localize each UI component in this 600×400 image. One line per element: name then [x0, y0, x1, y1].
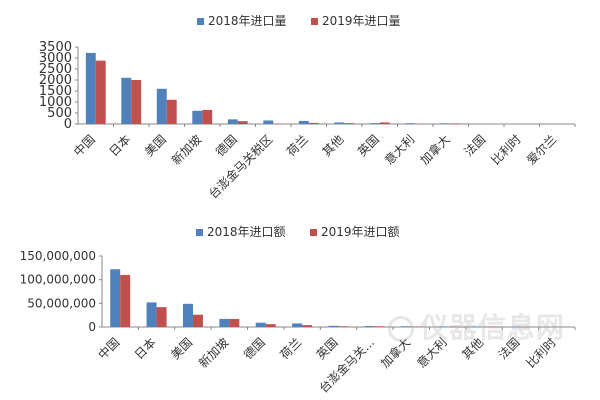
y-tick-label: 1000: [39, 95, 72, 110]
legend-swatch-2: [311, 18, 318, 25]
bar-2-5: [237, 121, 248, 124]
bar-1-9: [401, 326, 412, 327]
y-tick-label: 50,000,000: [27, 296, 96, 310]
x-tick-label: 美国: [168, 335, 195, 362]
bar-1-4: [219, 318, 230, 327]
x-tick-label: 加拿大: [417, 132, 453, 168]
y-tick-label: 0: [64, 117, 72, 132]
x-tick-label: 日本: [132, 335, 159, 362]
bar-1-1: [110, 269, 121, 327]
legend-label-2: 2019年进口量: [322, 14, 401, 28]
y-tick-label: 3000: [39, 51, 72, 66]
bar-1-9: [369, 123, 380, 124]
bar-1-8: [334, 122, 345, 124]
legend-label-1: 2018年进口量: [208, 14, 287, 28]
bar-2-9: [379, 122, 390, 124]
bar-1-4: [192, 110, 203, 124]
bar-2-7: [338, 326, 349, 327]
bar-2-6: [302, 325, 313, 327]
x-tick-label: 新加坡: [195, 335, 231, 371]
y-tick-label: 500: [47, 106, 72, 121]
x-tick-label: 意大利: [381, 132, 417, 168]
bar-2-8: [344, 123, 355, 124]
y-tick-label: 100,000,000: [20, 273, 96, 287]
bar-2-4: [202, 109, 213, 124]
bar-1-2: [121, 77, 132, 124]
bar-1-11: [440, 123, 451, 124]
bar-2-3: [166, 99, 177, 124]
bar-1-1: [85, 52, 96, 124]
bar-1-5: [255, 322, 266, 327]
y-tick-label: 2000: [39, 73, 72, 88]
x-tick-label: 其他: [319, 132, 346, 159]
bar-1-3: [182, 303, 193, 327]
y-tick-label: 3500: [39, 40, 72, 55]
x-tick-label: 德国: [240, 335, 268, 363]
x-tick-label: 比利时: [489, 132, 524, 167]
x-tick-label: 加拿大: [377, 335, 413, 371]
bar-1-8: [364, 326, 375, 327]
bar-1-10: [405, 123, 416, 124]
bar-2-11: [450, 123, 461, 124]
x-tick-label: 台澎金马关税区: [205, 132, 275, 202]
bar-2-8: [374, 326, 385, 327]
legend-label-2: 2019年进口额: [321, 225, 400, 239]
bar-2-1: [120, 274, 131, 327]
chart-2: 2018年进口额 2019年进口额 0 50,000,000 100,000,000 15…: [20, 225, 576, 396]
y-tick-label: 2500: [39, 62, 72, 77]
legend-swatch-1: [197, 18, 204, 25]
y-tick-label: 150,000,000: [20, 249, 96, 263]
x-tick-label: 比利时: [524, 335, 559, 370]
x-tick-label: 法国: [496, 335, 523, 362]
bar-1-6: [263, 120, 274, 124]
bar-2-2: [156, 307, 167, 327]
x-tick-label: 意大利: [414, 335, 450, 371]
x-tick-label: 英国: [355, 132, 382, 159]
x-tick-label: 法国: [461, 132, 488, 159]
bar-2-5: [265, 324, 276, 327]
x-tick-label: 荷兰: [284, 132, 311, 159]
x-tick-label: 美国: [142, 132, 169, 159]
y-tick-label: 0: [88, 320, 96, 334]
bar-1-7: [298, 120, 309, 124]
legend-swatch-2: [310, 229, 317, 236]
bar-1-2: [146, 302, 157, 327]
x-tick-label: 其他: [459, 335, 486, 362]
bar-1-10: [437, 326, 448, 327]
bar-2-7: [308, 122, 319, 124]
bar-2-1: [95, 60, 106, 124]
bar-1-3: [156, 88, 167, 124]
legend-swatch-1: [196, 229, 203, 236]
x-tick-label: 德国: [212, 132, 240, 160]
bar-2-2: [131, 80, 142, 124]
x-tick-label: 英国: [314, 335, 341, 362]
bar-1-6: [292, 323, 303, 327]
x-tick-label: 中国: [95, 335, 123, 363]
x-tick-label: 日本: [106, 132, 133, 159]
y-tick-label: 1500: [39, 84, 72, 99]
legend-label-1: 2018年进口额: [207, 225, 286, 239]
bar-2-3: [192, 314, 203, 327]
x-tick-label: 荷兰: [277, 335, 304, 362]
x-tick-label: 新加坡: [168, 132, 204, 168]
bar-1-7: [328, 325, 339, 327]
x-tick-label: 爱尔兰: [523, 132, 559, 168]
x-tick-label: 中国: [70, 132, 98, 160]
bar-1-5: [227, 119, 238, 124]
chart-1: 2018年进口量 2019年进口量 050010001500200025003000…: [39, 14, 576, 202]
bar-2-4: [229, 318, 240, 327]
